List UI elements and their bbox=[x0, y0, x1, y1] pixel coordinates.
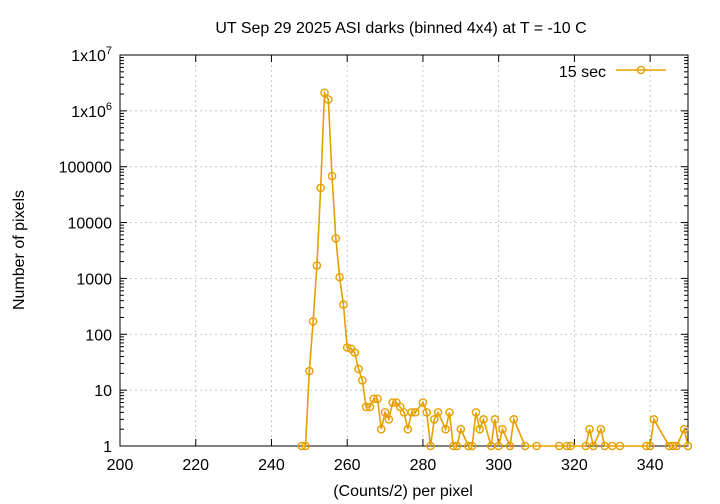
data-point bbox=[448, 441, 458, 451]
data-point bbox=[301, 441, 310, 451]
x-tick-label: 320 bbox=[561, 457, 588, 474]
data-point bbox=[562, 441, 572, 451]
data-point bbox=[585, 424, 594, 434]
x-tick-labels: 200 220 240 260 280 300 320 340 bbox=[107, 457, 664, 474]
grid bbox=[120, 55, 688, 446]
y-tick-label: 100 bbox=[85, 327, 112, 344]
y-tick-label: 100000 bbox=[59, 160, 112, 177]
x-tick-label: 220 bbox=[182, 457, 209, 474]
data-point bbox=[589, 441, 598, 451]
data-point bbox=[479, 415, 488, 424]
x-tick-label: 260 bbox=[334, 457, 361, 474]
data-point bbox=[445, 408, 454, 417]
data-point bbox=[358, 376, 367, 385]
data-point bbox=[305, 366, 314, 376]
data-point bbox=[683, 441, 693, 451]
data-point bbox=[456, 424, 466, 434]
y-tick-label: 1000 bbox=[76, 271, 112, 288]
data-point bbox=[361, 402, 371, 412]
x-tick-label: 300 bbox=[485, 457, 512, 474]
y-tick-label: 10000 bbox=[68, 216, 113, 233]
data-point bbox=[498, 424, 507, 434]
data-point bbox=[433, 408, 443, 417]
x-tick-label: 200 bbox=[107, 457, 134, 474]
data-point bbox=[642, 441, 651, 451]
data-point bbox=[520, 441, 530, 451]
data-point bbox=[369, 394, 379, 404]
data-point bbox=[384, 415, 394, 424]
data-point bbox=[365, 402, 375, 412]
data-point bbox=[467, 441, 477, 451]
data-point bbox=[339, 300, 348, 309]
data-point bbox=[297, 441, 307, 451]
data-point bbox=[494, 441, 503, 451]
data-point bbox=[509, 415, 519, 424]
data-point bbox=[331, 234, 341, 243]
data-point bbox=[645, 441, 655, 451]
data-point bbox=[452, 441, 462, 451]
data-point bbox=[615, 441, 625, 451]
data-point bbox=[649, 415, 659, 424]
data-point bbox=[403, 424, 413, 434]
data-point bbox=[490, 415, 500, 424]
legend-label-15-sec: 15 sec bbox=[559, 64, 606, 81]
y-tick-label: 1x106 bbox=[71, 101, 112, 121]
data-point bbox=[380, 408, 390, 417]
data-point bbox=[335, 272, 344, 282]
legend-marker-sample bbox=[636, 65, 646, 75]
plot-frame bbox=[119, 54, 689, 447]
data-point bbox=[350, 348, 360, 357]
data-point bbox=[316, 183, 325, 193]
data-point bbox=[672, 441, 681, 451]
data-point bbox=[407, 408, 416, 417]
data-point bbox=[426, 441, 435, 451]
y-axis-label: Number of pixels bbox=[11, 190, 28, 310]
y-tick-labels: 1 10 100 1000 10000 100000 1x106 1x107 bbox=[59, 45, 112, 456]
data-point bbox=[411, 408, 420, 417]
y-tick-label: 1x107 bbox=[71, 45, 112, 65]
x-tick-label: 280 bbox=[410, 457, 437, 474]
data-point bbox=[388, 398, 397, 407]
data-point bbox=[475, 424, 485, 434]
data-point bbox=[679, 424, 689, 434]
data-point bbox=[342, 343, 352, 352]
series-group bbox=[297, 88, 693, 451]
data-point bbox=[464, 441, 473, 451]
data-point bbox=[596, 424, 606, 434]
data-point bbox=[429, 415, 439, 424]
y-tick-label: 1 bbox=[103, 439, 112, 456]
data-point bbox=[312, 261, 322, 270]
data-point bbox=[422, 408, 432, 417]
x-axis-label: (Counts/2) per pixel bbox=[333, 483, 473, 500]
data-point bbox=[308, 317, 318, 326]
data-point bbox=[441, 424, 450, 434]
data-point bbox=[505, 441, 515, 451]
chart-title: UT Sep 29 2025 ASI darks (binned 4x4) at… bbox=[215, 20, 586, 37]
data-point bbox=[320, 88, 329, 98]
y-tick-label: 10 bbox=[94, 383, 112, 400]
legend: 15 sec bbox=[559, 64, 666, 81]
data-point bbox=[418, 398, 428, 407]
data-point bbox=[327, 171, 337, 181]
data-point bbox=[566, 441, 575, 451]
x-tick-label: 240 bbox=[258, 457, 285, 474]
data-point bbox=[373, 394, 382, 404]
data-point bbox=[668, 441, 678, 451]
data-point bbox=[354, 364, 363, 374]
x-tick-label: 340 bbox=[637, 457, 664, 474]
data-point bbox=[376, 424, 386, 434]
data-point bbox=[471, 408, 481, 417]
data-point bbox=[532, 441, 541, 451]
data-point bbox=[323, 95, 333, 104]
